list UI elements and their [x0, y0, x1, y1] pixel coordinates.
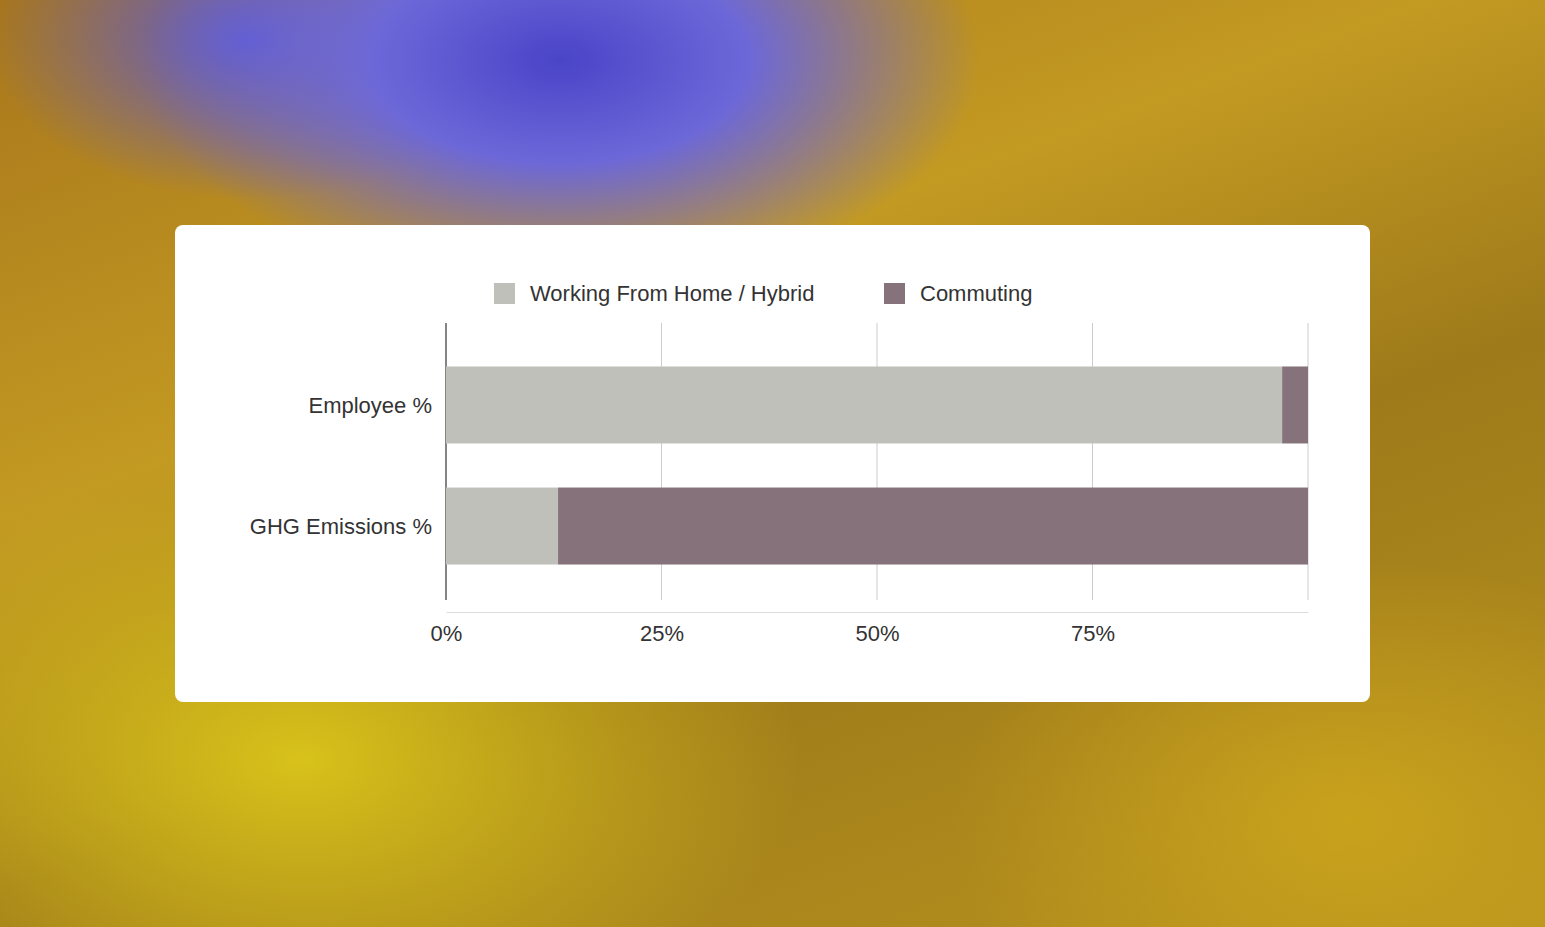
axis-line [447, 612, 1309, 613]
legend-item: Working From Home / Hybrid [494, 281, 814, 306]
legend: Working From Home / Hybrid Commuting [494, 281, 1032, 306]
tick: 25% [640, 612, 684, 646]
legend-label: Commuting [920, 281, 1032, 306]
category-label: GHG Emissions % [250, 514, 432, 539]
tick: 50% [855, 612, 899, 646]
tick: 0% [431, 612, 463, 646]
category-label: Employee % [308, 393, 432, 418]
x-axis: 0% 25% 50% 75% [431, 612, 1309, 646]
tick-label: 50% [855, 621, 899, 646]
bars [446, 366, 1308, 564]
legend-swatch [884, 283, 905, 304]
series [558, 366, 1308, 564]
bar [446, 488, 558, 565]
tick-label: 25% [640, 621, 684, 646]
tick-label: 0% [431, 621, 463, 646]
card [175, 225, 1370, 702]
tick: 75% [1071, 612, 1115, 646]
bar [1282, 366, 1308, 443]
chart-svg: 0% 25% 50% 75% Employee % GHG Emissions % Work… [0, 0, 1545, 927]
legend-item: Commuting [884, 281, 1032, 306]
legend-label: Working From Home / Hybrid [530, 281, 814, 306]
tick-label: 75% [1071, 621, 1115, 646]
bar [446, 366, 1282, 443]
y-axis: Employee % GHG Emissions % [250, 393, 432, 539]
bar [558, 488, 1308, 565]
legend-swatch [494, 283, 515, 304]
